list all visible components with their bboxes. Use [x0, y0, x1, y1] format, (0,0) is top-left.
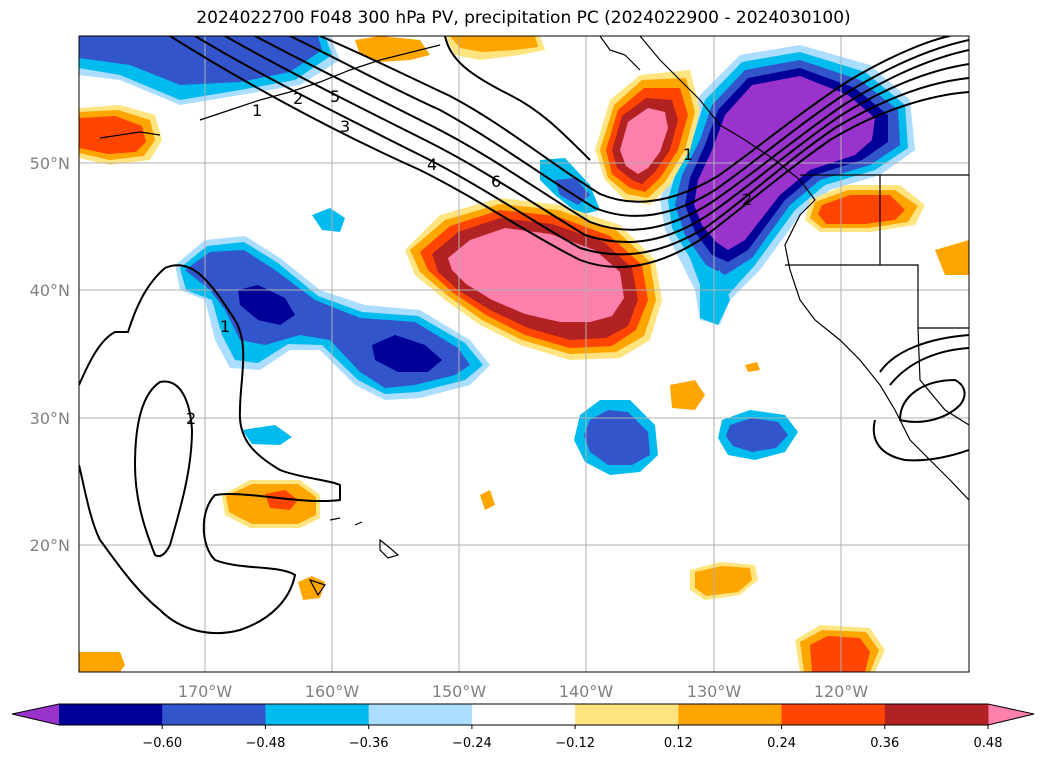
colorbar-segment: [368, 704, 473, 725]
colorbar-tick-label: 0.12: [664, 736, 693, 751]
pv-label-1-nw: 1: [252, 101, 262, 120]
colorbar-segment: [884, 704, 989, 725]
pv-contours: [79, 36, 969, 634]
lon-label-160w: 160°W: [305, 682, 360, 701]
colorbar-extend-right: [988, 704, 1034, 725]
latitude-labels: 50°N 40°N 30°N 20°N: [30, 154, 70, 555]
colorbar-tick-label: −0.12: [555, 736, 595, 751]
pv-label-2-west: 2: [186, 409, 196, 428]
colorbar-tick-label: −0.24: [452, 736, 492, 751]
coastlines: [99, 36, 969, 597]
colorbar-segment: [575, 704, 679, 725]
colorbar: −0.60 −0.48 −0.36 −0.24 −0.12 0.12 0.24 0.36 0.4…: [11, 703, 1035, 751]
colorbar-segment: [678, 704, 783, 725]
lon-label-120w: 120°W: [814, 682, 869, 701]
pv-label-3: 3: [340, 117, 350, 136]
colorbar-ticks: −0.60 −0.48 −0.36 −0.24 −0.12 0.12 0.24 0.36 0.4…: [142, 725, 1003, 751]
map-title: 2024022700 F048 300 hPa PV, precipitatio…: [196, 8, 851, 28]
lat-label-20n: 20°N: [30, 536, 70, 555]
map-plot-area: 1 2 3 4 5 6 1 2 1 2: [79, 36, 969, 672]
lat-label-30n: 30°N: [30, 409, 70, 428]
colorbar-tick-label: 0.24: [767, 736, 796, 751]
lon-label-130w: 130°W: [687, 682, 742, 701]
colorbar-segment: [59, 704, 163, 725]
colorbar-extend-left: [12, 704, 59, 725]
pv-label-6: 6: [491, 172, 501, 191]
graticule: [79, 36, 969, 672]
pv-label-1-east: 1: [683, 145, 693, 164]
colorbar-tick-label: −0.60: [142, 736, 182, 751]
pv-label-1-west: 1: [220, 317, 230, 336]
colorbar-segment: [781, 704, 886, 725]
colorbar-segment: [265, 704, 370, 725]
colorbar-tick-label: 0.36: [870, 736, 899, 751]
lon-label-140w: 140°W: [559, 682, 614, 701]
colorbar-tick-label: −0.48: [246, 736, 286, 751]
pv-label-5: 5: [330, 87, 340, 106]
longitude-labels: 170°W 160°W 150°W 140°W 130°W 120°W: [178, 682, 869, 701]
map-frame: [78, 35, 970, 673]
colorbar-tick-label: −0.36: [349, 736, 389, 751]
lat-label-50n: 50°N: [30, 154, 70, 173]
lat-label-40n: 40°N: [30, 281, 70, 300]
pv-label-2-center: 2: [293, 89, 303, 108]
lon-label-170w: 170°W: [178, 682, 233, 701]
colorbar-segment: [471, 704, 576, 725]
pv-label-4: 4: [427, 155, 437, 174]
colorbar-segments: [59, 704, 989, 725]
colorbar-outline: [11, 703, 1035, 726]
lon-label-150w: 150°W: [432, 682, 487, 701]
colorbar-tick-label: 0.48: [974, 736, 1003, 751]
colorbar-segment: [162, 704, 266, 725]
pv-contour-labels: 1 2 3 4 5 6 1 2 1 2: [186, 87, 752, 428]
pv-label-2-east: 2: [742, 190, 752, 209]
